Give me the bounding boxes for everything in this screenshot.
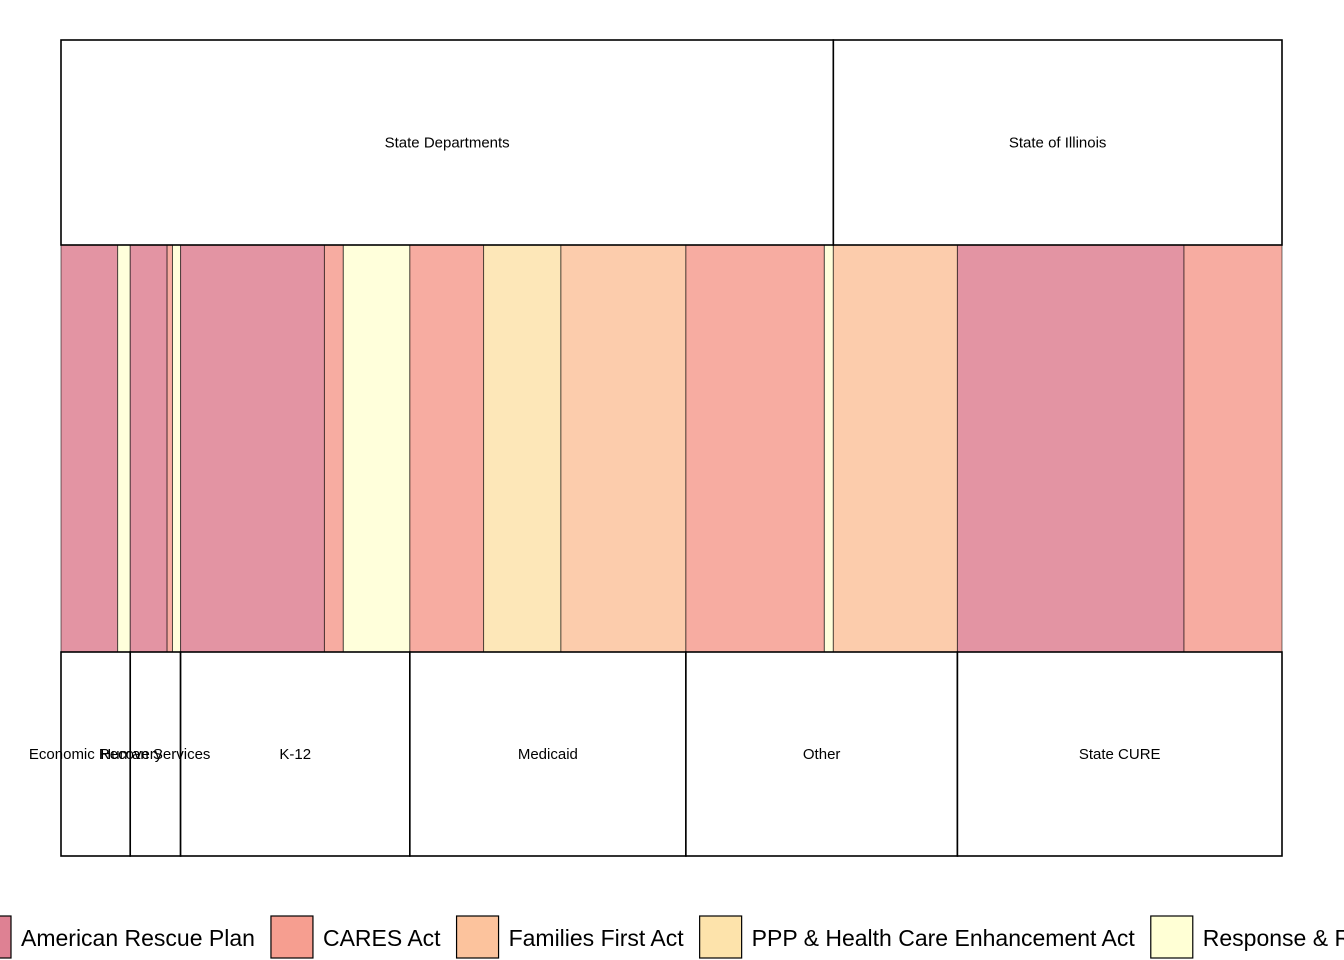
bottom-node-other xyxy=(685,651,959,857)
legend-label-ppp-health-care-enhancement-act: PPP & Health Care Enhancement Act xyxy=(752,925,1136,951)
bottom-node-k-12 xyxy=(179,651,411,857)
bottom-node-label-human-services: Human Services xyxy=(100,746,210,763)
legend-label-response-relief-act: Response & Relief Act xyxy=(1203,925,1344,951)
bottom-node-label-k-12: K-12 xyxy=(279,746,311,763)
legend-key-cares-act xyxy=(270,915,314,959)
bottom-node-medicaid xyxy=(409,651,687,857)
legend-label-families-first-act: Families First Act xyxy=(509,925,685,951)
legend-label-american-rescue-plan: American Rescue Plan xyxy=(21,925,255,951)
bottom-node-economic-recovery xyxy=(60,651,132,857)
bottom-node-state-cure xyxy=(956,651,1283,857)
flow-state-departments-to-medicaid-ppp-health-care-enhancement-act xyxy=(483,244,562,653)
top-node-label-state-of-illinois: State of Illinois xyxy=(1009,135,1107,152)
legend: American Rescue Plan CARES Act Families Fi… xyxy=(0,915,1344,959)
bottom-node-label-state-cure: State CURE xyxy=(1079,746,1161,763)
legend-key-american-rescue-plan xyxy=(0,915,12,959)
flow-state-departments-to-medicaid-cares-act xyxy=(409,244,485,653)
flow-state-departments-to-economic-recovery-response-relief-act xyxy=(117,244,131,653)
top-node-state-of-illinois xyxy=(832,39,1283,246)
top-node-label-state-departments: State Departments xyxy=(385,135,510,152)
legend-key-ppp-health-care-enhancement-act xyxy=(699,915,743,959)
bottom-node-label-medicaid: Medicaid xyxy=(518,746,578,763)
flow-state-of-illinois-to-state-cure-cares-act xyxy=(1183,244,1283,653)
flow-state-departments-to-other-cares-act xyxy=(685,244,825,653)
flow-state-departments-to-human-services-american-rescue-plan xyxy=(129,244,168,653)
legend-key-families-first-act xyxy=(455,915,500,959)
flow-state-departments-to-k-12-cares-act xyxy=(323,244,344,653)
node-layer: State Departments State of Illinois Econom… xyxy=(29,39,1283,857)
bottom-node-label-economic-recovery: Economic Recovery xyxy=(29,746,163,763)
bottom-node-label-other: Other xyxy=(803,746,841,763)
flow-state-departments-to-k-12-american-rescue-plan xyxy=(180,244,325,653)
flow-state-departments-to-human-services-response-relief-act xyxy=(171,244,182,653)
flow-state-of-illinois-to-state-cure-american-rescue-plan xyxy=(956,244,1185,653)
legend-label-cares-act: CARES Act xyxy=(323,925,441,951)
flow-state-departments-to-k-12-response-relief-act xyxy=(342,244,411,653)
flow-state-departments-to-other-response-relief-act xyxy=(823,244,834,653)
flow-layer xyxy=(60,244,1283,653)
bottom-node-human-services xyxy=(129,651,182,857)
flow-state-departments-to-human-services-cares-act xyxy=(166,244,173,653)
legend-key-response-relief-act xyxy=(1150,915,1194,959)
flow-state-of-illinois-to-other-families-first-act xyxy=(832,244,958,653)
top-node-state-departments xyxy=(60,39,835,246)
flow-state-departments-to-economic-recovery-american-rescue-plan xyxy=(60,244,119,653)
flow-state-departments-to-medicaid-families-first-act xyxy=(560,244,687,653)
